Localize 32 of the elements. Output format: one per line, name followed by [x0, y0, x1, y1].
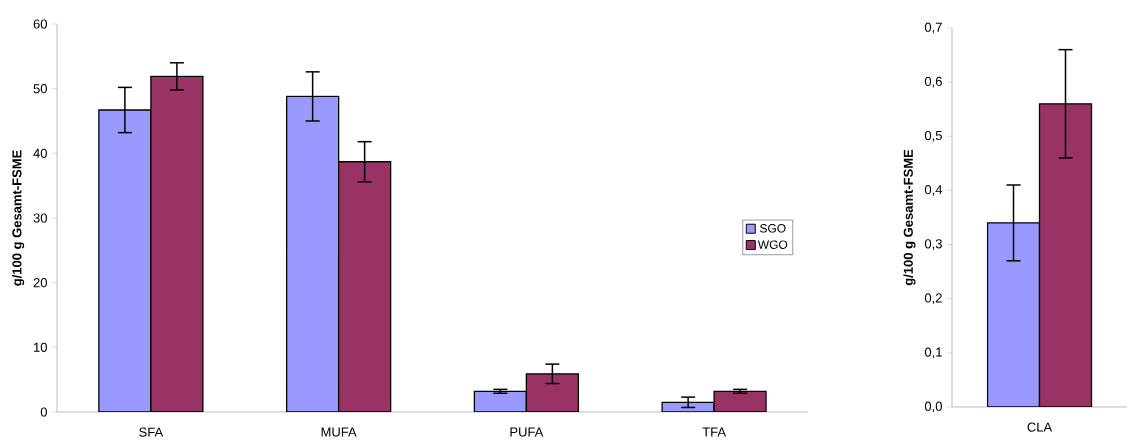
y-tick-label: 50 [33, 84, 47, 94]
y-tick-label: 30 [33, 213, 47, 223]
x-tick-label: PUFA [510, 427, 544, 437]
bar [285, 95, 340, 412]
bar [150, 75, 204, 412]
y-tick-label: 0,2 [924, 293, 942, 305]
y-axis-title: g/100 g Gesamt-FSME [11, 150, 25, 286]
y-tick-label: 40 [33, 148, 47, 158]
x-tick-label: TFA [702, 427, 727, 437]
y-tick-label: 60 [33, 19, 47, 29]
y-tick-label: 0 [40, 407, 47, 417]
y-tick-label: 0,1 [924, 347, 942, 359]
y-tick-label: 0,5 [924, 130, 942, 142]
bar [473, 390, 528, 412]
bar [337, 161, 392, 412]
legend-label: SGO [759, 224, 786, 233]
y-tick-label: 0,7 [924, 22, 942, 34]
y-tick-label: 0,0 [924, 401, 942, 413]
x-tick-label: SFA [139, 427, 164, 437]
bar [525, 373, 580, 412]
x-tick-label: CLA [1027, 422, 1053, 432]
y-tick-label: 20 [33, 278, 47, 288]
x-tick-label: MUFA [321, 427, 357, 437]
legend-label: WGO [757, 240, 788, 249]
bar [98, 109, 152, 412]
y-tick-label: 0,6 [924, 76, 942, 88]
bar [713, 390, 767, 412]
y-axis-title: g/100 g Gesamt-FSME [903, 149, 916, 286]
y-tick-label: 10 [34, 342, 47, 352]
y-tick-label: 0,4 [924, 185, 943, 196]
y-tick-label: 0,3 [924, 239, 942, 250]
bar [661, 401, 715, 412]
